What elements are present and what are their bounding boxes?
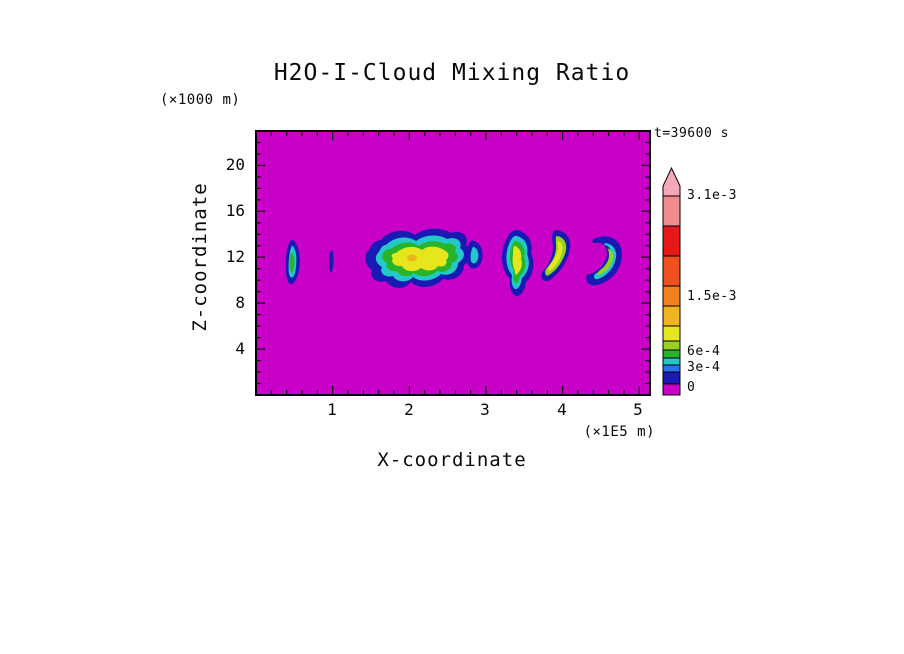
plot-frame bbox=[255, 130, 651, 396]
colorbar-label-6e-4: 6e-4 bbox=[687, 344, 721, 359]
plot-title: H2O-I-Cloud Mixing Ratio bbox=[273, 60, 631, 86]
colorbar-segment-yellow-orange bbox=[662, 305, 681, 327]
cloud-3-core bbox=[391, 246, 449, 272]
x-axis-label: X-coordinate bbox=[377, 449, 527, 471]
cloud-5-core bbox=[512, 245, 522, 275]
cloud-6-core bbox=[548, 241, 563, 272]
x-tick-label-5: 5 bbox=[633, 400, 643, 419]
cloud-3-peak bbox=[407, 254, 417, 262]
plot-area bbox=[255, 130, 651, 396]
x-axis-unit-label: (×1E5 m) bbox=[583, 424, 655, 440]
colorbar-label-3-1e-3: 3.1e-3 bbox=[687, 188, 737, 203]
time-label: t=39600 s bbox=[654, 126, 729, 141]
colorbar-segment-dark-orange bbox=[662, 255, 681, 287]
y-tick-label-8: 8 bbox=[235, 293, 245, 312]
colorbar-segment-yellow-green bbox=[662, 340, 681, 351]
y-tick-label-12: 12 bbox=[225, 247, 245, 266]
cloud-1-core bbox=[289, 252, 295, 273]
colorbar-segment-red bbox=[662, 225, 681, 257]
colorbar bbox=[662, 166, 681, 396]
colorbar-segment-orange bbox=[662, 285, 681, 307]
cloud-2-outline bbox=[329, 250, 334, 273]
colorbar-overflow-arrow bbox=[662, 166, 681, 197]
y-tick-label-4: 4 bbox=[235, 339, 245, 358]
colorbar-label-3e-4: 3e-4 bbox=[687, 360, 721, 375]
colorbar-segment-cyan bbox=[662, 357, 681, 366]
colorbar-segment-magenta bbox=[662, 383, 681, 396]
colorbar-label-1-5e-3: 1.5e-3 bbox=[687, 289, 737, 304]
x-tick-label-4: 4 bbox=[557, 400, 567, 419]
x-tick-label-1: 1 bbox=[327, 400, 337, 419]
x-tick-label-2: 2 bbox=[404, 400, 414, 419]
cloud-field bbox=[285, 228, 622, 297]
colorbar-segment-green bbox=[662, 349, 681, 359]
x-tick-label-3: 3 bbox=[480, 400, 490, 419]
colorbar-label-0: 0 bbox=[687, 380, 696, 395]
y-axis-label: Z-coordinate bbox=[189, 182, 211, 332]
cloud-7-core bbox=[597, 248, 614, 275]
colorbar-segment-pink bbox=[662, 195, 681, 227]
colorbar-segment-navy bbox=[662, 371, 681, 385]
colorbar-segment-blue bbox=[662, 364, 681, 373]
y-tick-label-16: 16 bbox=[225, 201, 245, 220]
cloud-4-mid bbox=[470, 247, 479, 264]
colorbar-segment-yellow bbox=[662, 325, 681, 342]
y-axis-unit-label: (×1000 m) bbox=[160, 92, 241, 108]
y-tick-label-20: 20 bbox=[225, 155, 245, 174]
